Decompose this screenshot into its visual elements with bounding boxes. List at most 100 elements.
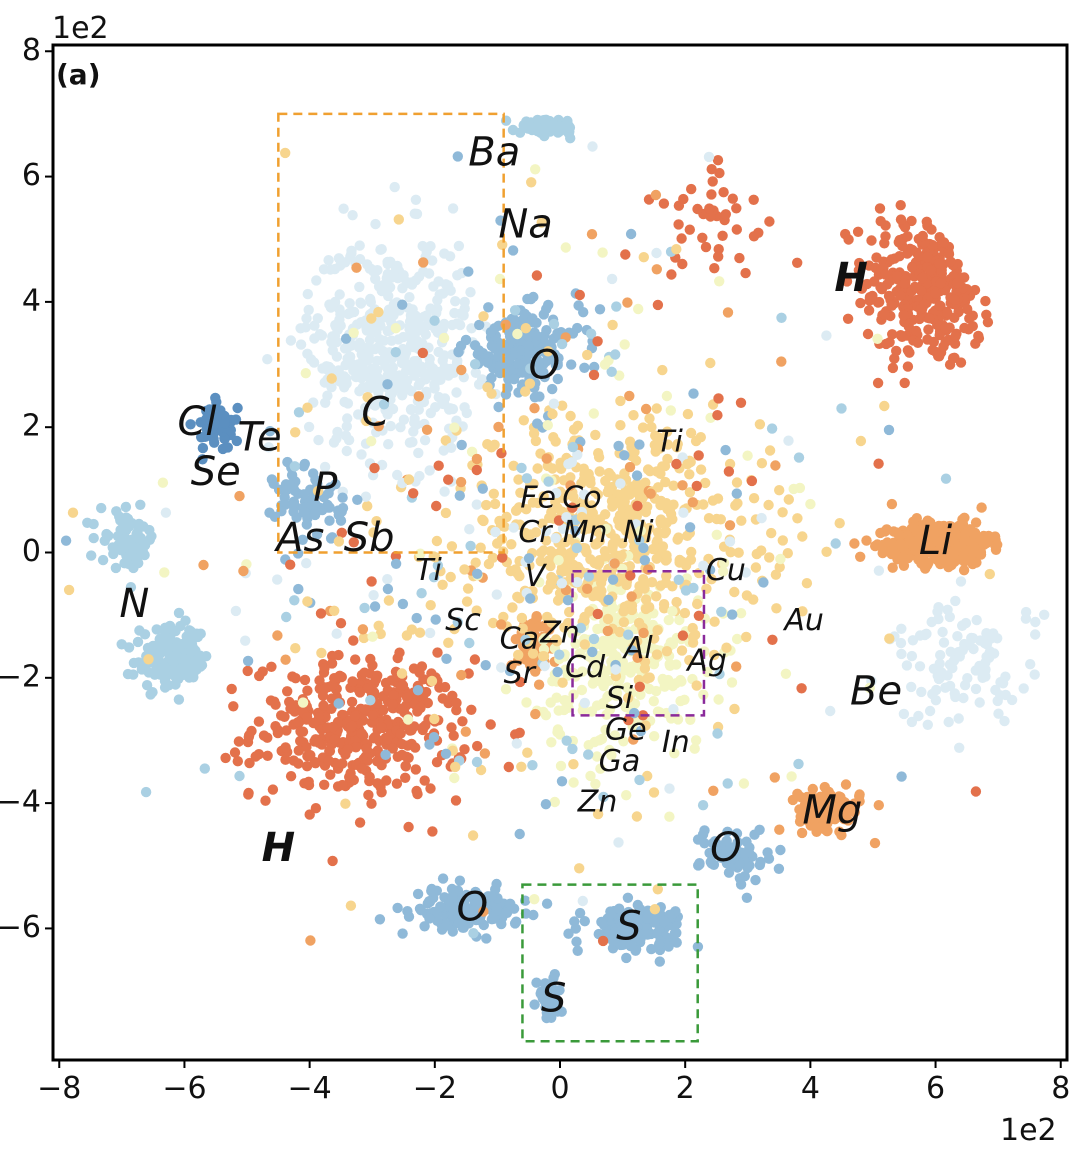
scatter-point (263, 442, 274, 453)
scatter-point (598, 791, 609, 803)
scatter-point (957, 620, 968, 631)
scatter-point (464, 524, 475, 535)
scatter-point (262, 750, 273, 761)
scatter-point (439, 248, 450, 259)
scatter-point (303, 776, 314, 787)
scatter-point (811, 821, 822, 833)
scatter-point (446, 883, 458, 895)
scatter-point (940, 322, 951, 334)
scatter-point (432, 647, 443, 658)
scatter-point (555, 760, 567, 772)
scatter-point (267, 784, 279, 795)
scatter-point (714, 167, 725, 179)
scatter-point (879, 309, 890, 320)
scatter-point (313, 737, 324, 748)
scatter-point (447, 892, 458, 903)
scatter-point (453, 917, 465, 929)
scatter-point (554, 729, 566, 740)
scatter-point (545, 560, 556, 572)
scatter-point (141, 680, 153, 691)
x-tick-label: 4 (801, 1071, 820, 1106)
scatter-point (585, 474, 596, 485)
scatter-point (746, 475, 758, 487)
scatter-point (613, 680, 624, 691)
scatter-point (1006, 694, 1018, 706)
scatter-point (716, 606, 727, 617)
scatter-point (491, 589, 502, 600)
element-label-cr: Cr (518, 515, 553, 550)
scatter-point (67, 507, 79, 518)
scatter-point (471, 453, 483, 465)
scatter-point (448, 905, 460, 916)
scatter-point (818, 800, 829, 811)
scatter-point (792, 257, 803, 268)
scatter-point (910, 325, 922, 337)
scatter-point (725, 547, 736, 558)
scatter-point (329, 673, 340, 684)
scatter-point (740, 267, 751, 279)
scatter-point (935, 558, 946, 570)
scatter-point (538, 309, 549, 320)
scatter-point (981, 629, 993, 640)
scatter-point (621, 952, 632, 964)
scatter-point (634, 774, 645, 786)
scatter-point (974, 697, 985, 708)
scatter-point (583, 749, 594, 760)
scatter-point (364, 334, 376, 346)
scatter-point (201, 405, 212, 417)
scatter-point (280, 654, 291, 665)
scatter-point (309, 320, 320, 331)
scatter-point (427, 363, 439, 374)
element-label-p: P (313, 465, 338, 511)
scatter-point (913, 250, 924, 262)
scatter-point (588, 633, 600, 645)
scatter-point (135, 499, 146, 510)
scatter-point (932, 546, 943, 557)
scatter-point (402, 714, 414, 725)
scatter-point (690, 629, 701, 640)
scatter-point (448, 730, 459, 741)
scatter-point (362, 500, 373, 512)
scatter-point (302, 402, 313, 413)
scatter-point (568, 777, 579, 788)
element-label-v: V (525, 559, 548, 594)
scatter-point (680, 585, 692, 596)
scatter-point (327, 650, 338, 662)
scatter-point (362, 259, 373, 270)
scatter-point (909, 281, 921, 293)
scatter-point (671, 442, 683, 453)
scatter-point (543, 299, 554, 311)
scatter-point (967, 321, 978, 332)
scatter-point (895, 290, 906, 301)
scatter-point (565, 480, 576, 491)
element-label-sb: Sb (344, 515, 395, 561)
scatter-point (898, 552, 909, 563)
scatter-point (552, 328, 563, 339)
scatter-point (396, 738, 408, 750)
scatter-point (932, 606, 943, 617)
scatter-point (539, 660, 550, 672)
scatter-point (659, 915, 670, 927)
scatter-point (372, 778, 383, 789)
scatter-point (530, 708, 541, 720)
scatter-point (335, 260, 346, 271)
scatter-point (449, 422, 460, 433)
scatter-point (559, 622, 570, 633)
scatter-point (389, 181, 400, 193)
scatter-point (866, 235, 877, 246)
scatter-point (500, 389, 512, 400)
scatter-point (556, 338, 568, 350)
scatter-point (475, 764, 487, 776)
scatter-point (922, 251, 933, 263)
scatter-point (299, 674, 311, 686)
scatter-point (151, 624, 162, 635)
scatter-point (430, 552, 441, 563)
scatter-point (984, 568, 995, 580)
scatter-point (313, 434, 324, 446)
scatter-point (969, 527, 981, 539)
scatter-point (874, 296, 885, 308)
scatter-point (373, 421, 384, 432)
scatter-point (707, 176, 718, 187)
scatter-point (886, 498, 898, 510)
scatter-point (742, 450, 753, 461)
